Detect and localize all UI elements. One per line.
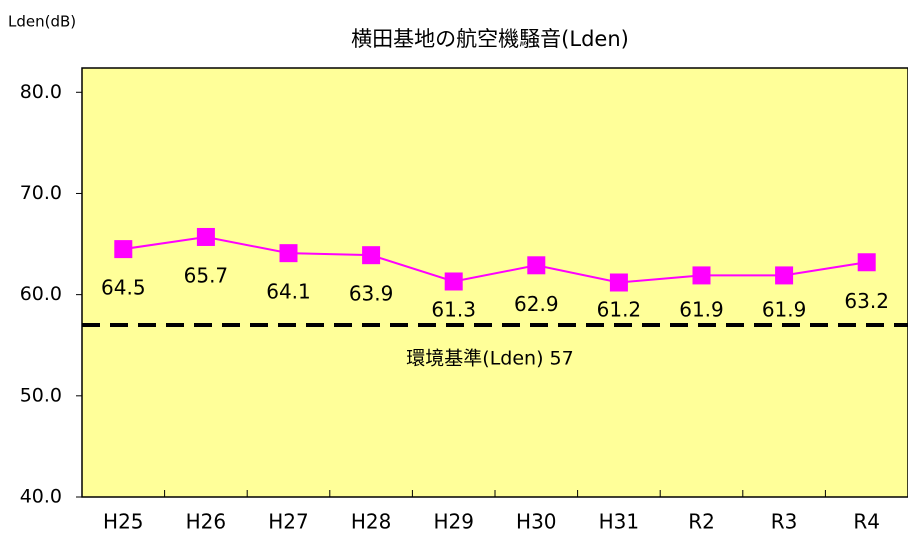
series-line bbox=[123, 235, 867, 284]
marker bbox=[196, 227, 215, 246]
marker bbox=[857, 253, 876, 272]
y-tick-label: 80.0 bbox=[20, 81, 62, 103]
marker bbox=[114, 240, 133, 259]
y-tick-label: 70.0 bbox=[20, 182, 62, 204]
marker bbox=[444, 272, 463, 291]
data-label: 65.7 bbox=[184, 263, 229, 287]
x-tick-label: H29 bbox=[433, 510, 474, 534]
data-label: 61.9 bbox=[762, 297, 807, 321]
data-label: 63.9 bbox=[349, 282, 394, 306]
marker bbox=[527, 256, 546, 275]
x-tick-label: R3 bbox=[771, 510, 798, 534]
data-label: 61.2 bbox=[597, 297, 642, 321]
x-tick-label: R4 bbox=[853, 510, 880, 534]
chart-title: 横田基地の航空機騒音(Lden) bbox=[351, 27, 629, 51]
marker bbox=[775, 266, 794, 285]
plot-area bbox=[81, 67, 908, 498]
x-tick-label: H25 bbox=[103, 510, 144, 534]
marker bbox=[279, 244, 298, 263]
data-label: 62.9 bbox=[514, 292, 559, 316]
marker bbox=[609, 273, 628, 292]
data-label: 64.1 bbox=[266, 280, 311, 304]
x-tick-label: H27 bbox=[268, 510, 309, 534]
y-axis-label: Lden(dB) bbox=[8, 13, 76, 31]
marker bbox=[692, 266, 711, 285]
data-label: 64.5 bbox=[101, 276, 146, 300]
marker bbox=[362, 246, 381, 265]
y-tick-label: 50.0 bbox=[20, 384, 62, 406]
data-label: 61.3 bbox=[431, 297, 476, 321]
x-tick-label: H28 bbox=[351, 510, 392, 534]
y-tick-label: 60.0 bbox=[20, 283, 62, 305]
x-tick-label: H26 bbox=[186, 510, 227, 534]
x-tick-label: R2 bbox=[688, 510, 715, 534]
y-tick-label: 40.0 bbox=[20, 486, 62, 508]
reference-label: 環境基準(Lden) 57 bbox=[406, 347, 573, 369]
data-label: 63.2 bbox=[844, 289, 889, 313]
x-tick-label: H30 bbox=[516, 510, 557, 534]
x-tick-label: H31 bbox=[599, 510, 640, 534]
data-label: 61.9 bbox=[679, 297, 724, 321]
